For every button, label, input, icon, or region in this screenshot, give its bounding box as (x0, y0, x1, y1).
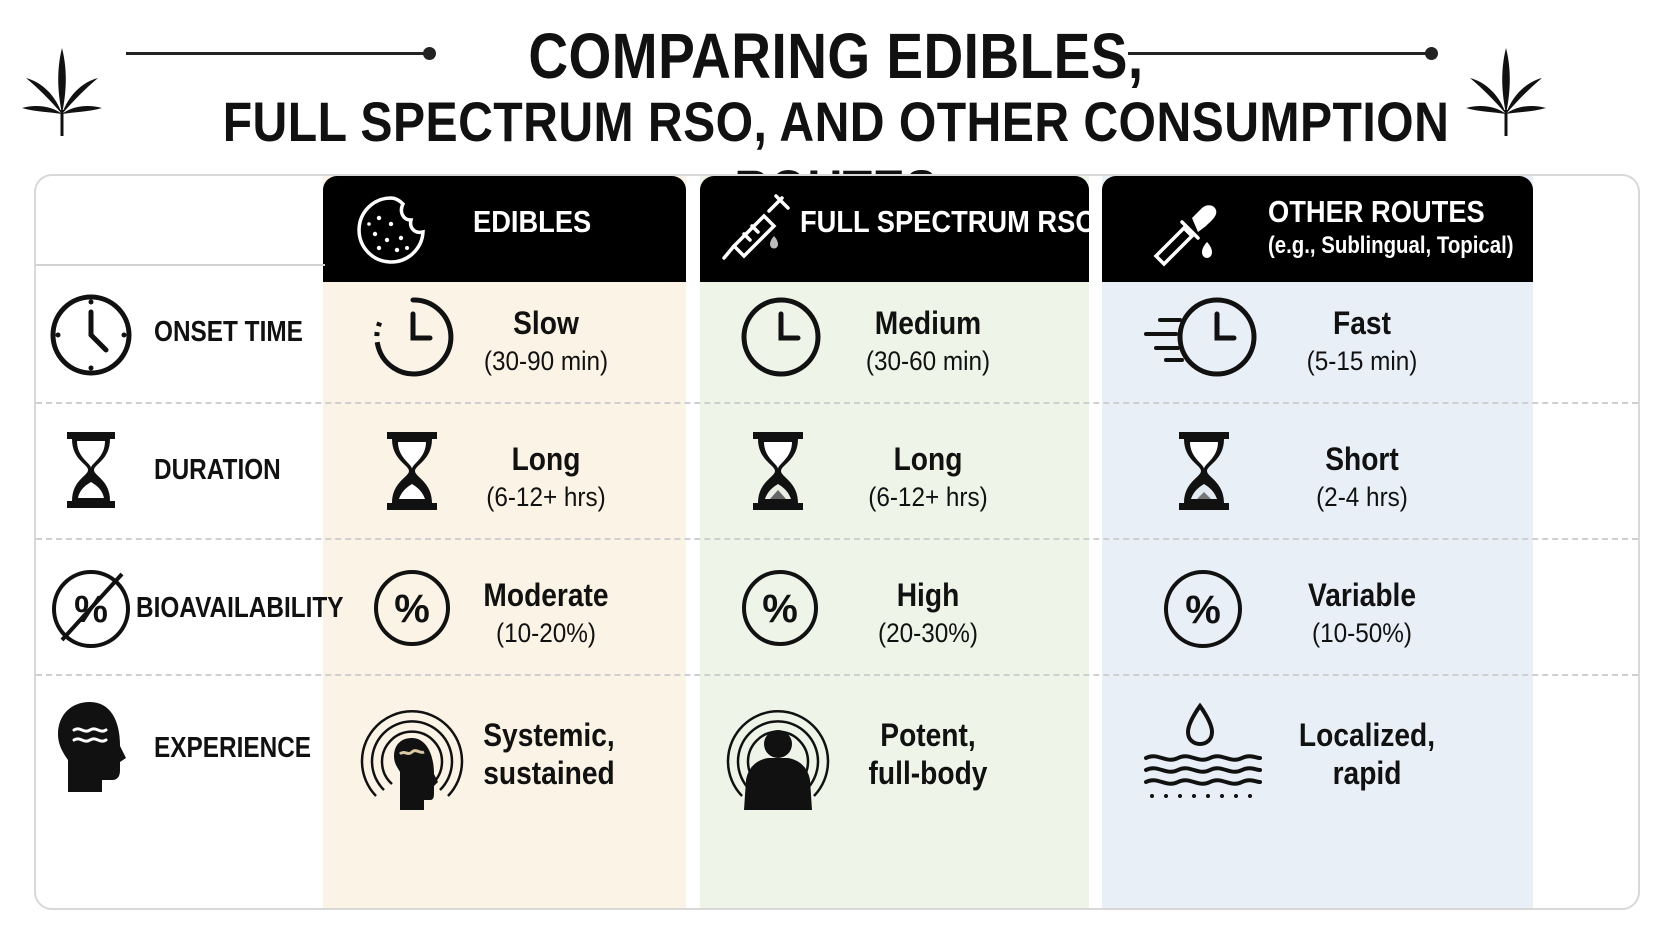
row-label-bioavailability: BIOAVAILABILITY (136, 592, 344, 624)
hourglass-icon (1179, 432, 1229, 510)
svg-text:%: % (74, 589, 108, 631)
column-header-label: FULL SPECTRUM RSO (800, 204, 1097, 239)
svg-text:%: % (1185, 588, 1221, 632)
cannabis-leaf-icon (1466, 48, 1546, 136)
hourglass-icon (67, 432, 115, 508)
percent-icon: % (374, 570, 450, 646)
cell-onset-edibles: Slow (30-90 min) (483, 305, 609, 376)
body-waves-icon (726, 710, 830, 810)
clock-icon (374, 297, 454, 377)
cell-bio-edibles: Moderate (10-20%) (483, 577, 609, 648)
cannabis-leaf-icon (22, 48, 102, 136)
row-label-experience: EXPERIENCE (154, 732, 312, 764)
hourglass-icon (753, 432, 803, 510)
svg-text:%: % (394, 587, 430, 631)
row-label-onset-time: ONSET TIME (154, 316, 303, 348)
header-divider (36, 264, 325, 266)
cell-duration-rso: Long (6-12+ hrs) (868, 441, 988, 512)
cell-bio-rso: High (20-30%) (878, 577, 978, 648)
head-icon (58, 702, 126, 792)
cell-experience-rso: Potent, full-body (868, 717, 988, 791)
cookie-icon (357, 196, 425, 264)
title-rule-right (1128, 47, 1438, 60)
row-divider (36, 402, 1638, 404)
column-other-bg (1102, 176, 1533, 908)
clock-icon (50, 294, 132, 376)
svg-text:%: % (762, 587, 798, 631)
cell-duration-edibles: Long (6-12+ hrs) (486, 441, 606, 512)
hourglass-icon (387, 432, 437, 510)
row-divider (36, 674, 1638, 676)
syringe-icon (722, 194, 790, 260)
row-label-duration: DURATION (154, 454, 281, 486)
page-subtitle: FULL SPECTRUM RSO, AND OTHER CONSUMPTION… (222, 90, 1450, 221)
column-header-rso: FULL SPECTRUM RSO (700, 176, 1097, 282)
column-header-other: OTHER ROUTES (e.g., Sublingual, Topical) (1102, 176, 1533, 282)
cell-experience-edibles: Systemic, sustained (483, 717, 615, 791)
percent-icon: % (742, 570, 818, 646)
title-rule-left (126, 47, 436, 60)
clock-icon (741, 297, 821, 377)
page-title: COMPARING EDIBLES, (528, 20, 1144, 92)
cell-duration-other: Short (2-4 hrs) (1316, 441, 1408, 512)
column-header-label: EDIBLES (473, 204, 592, 239)
comparison-table: EDIBLES FULL SPECTRUM RSO (34, 174, 1640, 910)
cell-bio-other: Variable (10-50%) (1307, 577, 1417, 648)
cell-onset-other: Fast (5-15 min) (1306, 305, 1418, 376)
row-divider (36, 538, 1638, 540)
column-header-edibles: EDIBLES (323, 176, 686, 282)
column-header-label: OTHER ROUTES (1268, 194, 1485, 229)
column-edibles-bg (323, 176, 686, 908)
dropper-icon (1153, 205, 1217, 267)
column-header-sublabel: (e.g., Sublingual, Topical) (1268, 232, 1514, 259)
cell-onset-rso: Medium (30-60 min) (865, 305, 991, 376)
water-drop-waves-icon (1144, 702, 1262, 798)
fast-clock-icon (1144, 297, 1257, 377)
percent-icon: % (52, 570, 130, 648)
cell-experience-other: Localized, rapid (1298, 717, 1436, 791)
head-waves-icon (360, 710, 464, 810)
percent-icon: % (1164, 570, 1242, 648)
